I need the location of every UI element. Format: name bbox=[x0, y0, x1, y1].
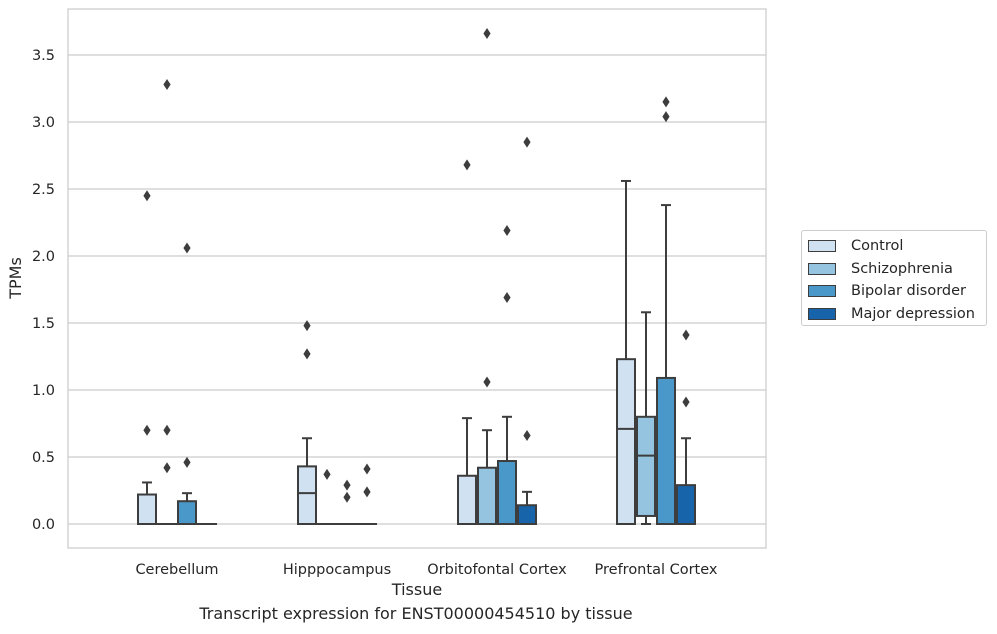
y-tick-label: 0.0 bbox=[32, 517, 55, 533]
box-0-3 bbox=[616, 179, 636, 525]
outlier-point bbox=[662, 111, 670, 123]
y-tick-label: 3.0 bbox=[32, 115, 55, 131]
box-2-3 bbox=[656, 204, 676, 525]
outlier-point bbox=[183, 456, 191, 468]
outlier-point bbox=[682, 396, 690, 408]
outlier-point bbox=[303, 348, 311, 360]
box-body bbox=[477, 466, 497, 525]
outlier-point bbox=[343, 491, 351, 503]
y-axis-label: TPMs bbox=[6, 257, 25, 300]
box-body bbox=[616, 358, 636, 525]
legend-swatch-major-depression bbox=[808, 307, 836, 320]
legend-label-control: Control bbox=[851, 238, 904, 254]
outlier-point bbox=[503, 225, 511, 237]
box-body bbox=[656, 376, 676, 525]
legend-swatch-bipolar-disorder bbox=[808, 285, 836, 298]
box-2-2 bbox=[497, 415, 517, 525]
outlier-point bbox=[523, 430, 531, 442]
y-tick-label: 3.5 bbox=[32, 48, 55, 64]
outlier-point bbox=[143, 424, 151, 436]
box-body bbox=[497, 460, 517, 525]
outlier-point bbox=[163, 424, 171, 436]
box-0-2 bbox=[457, 417, 477, 526]
y-tick-label: 2.0 bbox=[32, 249, 55, 265]
box-body bbox=[297, 465, 317, 526]
x-tick-label: Orbitofontal Cortex bbox=[427, 562, 567, 578]
legend-item-schizophrenia: Schizophrenia bbox=[808, 258, 986, 281]
outlier-point bbox=[163, 78, 171, 90]
box-0-0 bbox=[137, 481, 157, 525]
legend-item-major-depression: Major depression bbox=[808, 303, 986, 326]
x-tick-label: Prefrontal Cortex bbox=[595, 562, 718, 578]
outlier-point bbox=[163, 462, 171, 474]
x-axis-label: Tissue bbox=[391, 580, 442, 599]
outlier-point bbox=[682, 329, 690, 341]
box-body bbox=[636, 415, 656, 517]
outlier-point bbox=[463, 159, 471, 171]
x-tick-label: Hipppocampus bbox=[283, 562, 391, 578]
legend-label-bipolar-disorder: Bipolar disorder bbox=[851, 283, 966, 299]
legend-item-control: Control bbox=[808, 235, 986, 258]
box-0-1 bbox=[297, 437, 317, 526]
plot-frame bbox=[67, 8, 767, 549]
y-tick-label: 0.5 bbox=[32, 450, 55, 466]
box-1-3 bbox=[636, 311, 656, 525]
y-tick-labels: 0.0 0.5 1.0 1.5 2.0 2.5 3.0 3.5 bbox=[32, 48, 55, 533]
y-tick-label: 2.5 bbox=[32, 182, 55, 198]
outlier-point bbox=[662, 96, 670, 108]
legend-label-schizophrenia: Schizophrenia bbox=[851, 260, 953, 277]
legend-swatch-control bbox=[808, 240, 836, 253]
outlier-point bbox=[483, 376, 491, 388]
box-1-2 bbox=[477, 429, 497, 525]
legend: Control Schizophrenia Bipolar disorder M… bbox=[801, 230, 987, 326]
box-3-2 bbox=[517, 490, 537, 525]
outlier-point bbox=[363, 463, 371, 475]
box-body bbox=[517, 504, 537, 525]
x-tick-labels: Cerebellum Hipppocampus Orbitofontal Corte… bbox=[135, 562, 717, 578]
box-body bbox=[177, 500, 197, 526]
box-body bbox=[457, 474, 477, 526]
x-tick-label: Cerebellum bbox=[135, 562, 218, 578]
outlier-point bbox=[343, 479, 351, 491]
figure-caption: Transcript expression for ENST0000045451… bbox=[199, 604, 633, 623]
outlier-point bbox=[143, 190, 151, 202]
outlier-point bbox=[303, 320, 311, 332]
outlier-point bbox=[523, 136, 531, 148]
boxes bbox=[137, 179, 696, 526]
outlier-point bbox=[323, 468, 331, 480]
box-3-3 bbox=[676, 437, 696, 526]
gridlines bbox=[68, 54, 766, 525]
box-body bbox=[676, 484, 696, 526]
box-2-0 bbox=[177, 492, 197, 526]
box-body bbox=[137, 493, 157, 525]
outlier-point bbox=[363, 486, 371, 498]
outlier-point bbox=[183, 242, 191, 254]
legend-swatch-schizophrenia bbox=[808, 262, 836, 275]
legend-label-major-depression: Major depression bbox=[851, 305, 975, 322]
legend-item-bipolar-disorder: Bipolar disorder bbox=[808, 280, 986, 303]
outliers bbox=[143, 28, 690, 503]
y-tick-label: 1.5 bbox=[32, 316, 55, 332]
outlier-point bbox=[503, 292, 511, 304]
outlier-point bbox=[483, 28, 491, 40]
y-tick-label: 1.0 bbox=[32, 383, 55, 399]
